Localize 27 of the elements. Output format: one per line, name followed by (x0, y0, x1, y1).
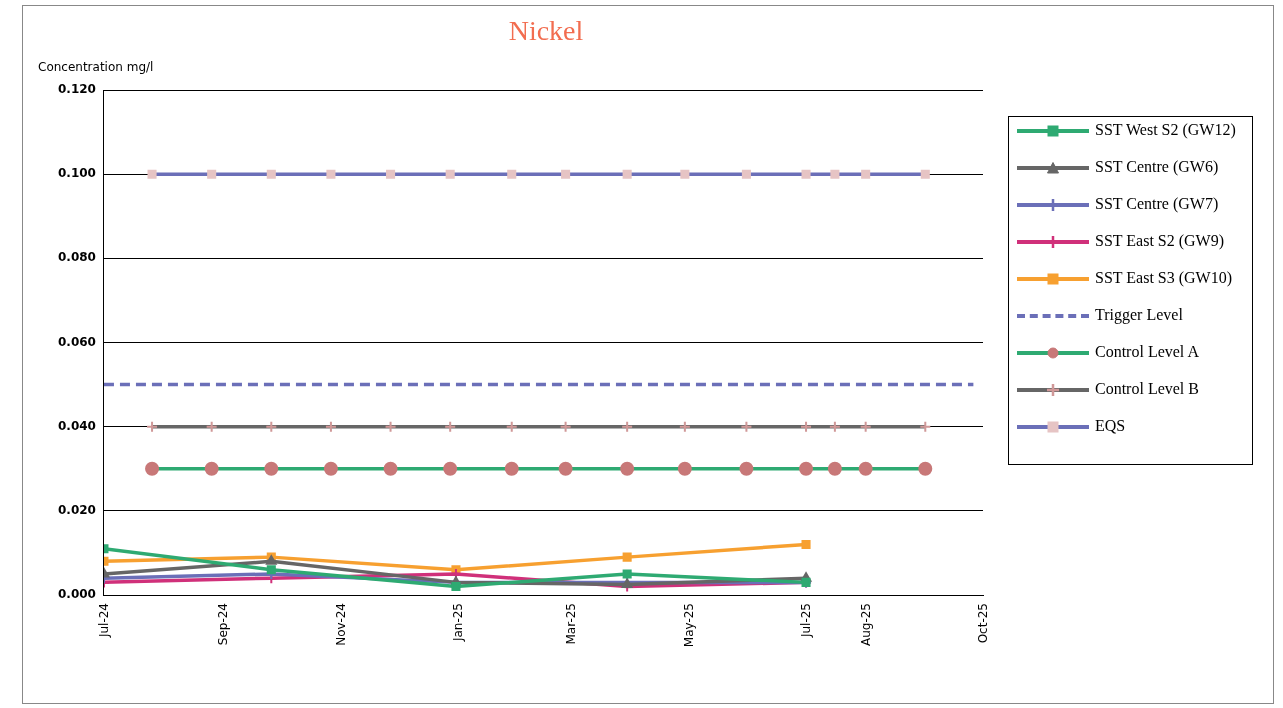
legend-label: SST Centre (GW7) (1095, 195, 1220, 212)
x-tick-label: Oct-25 (976, 603, 990, 644)
y-tick-label: 0.020 (57, 502, 96, 517)
y-tick-label: 0.060 (57, 334, 96, 349)
y-tick-label: 0.080 (57, 250, 96, 265)
legend-label: SST Centre (GW6) (1095, 158, 1220, 175)
legend-label: EQS (1095, 417, 1127, 434)
x-tick-label: Jul-24 (96, 603, 111, 639)
y-tick-label: 0.100 (57, 166, 96, 181)
x-tick-label: Jul-25 (799, 603, 814, 639)
legend-label: SST East S2 (GW9) (1095, 232, 1226, 249)
x-tick-label: May-25 (681, 603, 696, 648)
chart-title: Nickel (508, 15, 584, 47)
legend-label: SST West S2 (GW12) (1095, 121, 1237, 138)
x-tick-label: Mar-25 (564, 603, 579, 645)
legend-label: Control Level A (1095, 343, 1200, 360)
x-tick-label: Nov-24 (333, 603, 348, 646)
x-tick-label: Jan-25 (450, 603, 465, 643)
y-tick-label: 0.000 (57, 587, 96, 602)
legend-label: Trigger Level (1095, 306, 1184, 323)
y-axis-title: Concentration mg/l (38, 60, 154, 75)
y-tick-label: 0.040 (57, 418, 96, 433)
x-tick-label: Aug-25 (858, 603, 873, 647)
legend-label: Control Level B (1095, 380, 1200, 397)
y-tick-label: 0.120 (57, 82, 96, 97)
x-tick-label: Sep-24 (216, 603, 231, 646)
legend-label: SST East S3 (GW10) (1095, 269, 1234, 286)
